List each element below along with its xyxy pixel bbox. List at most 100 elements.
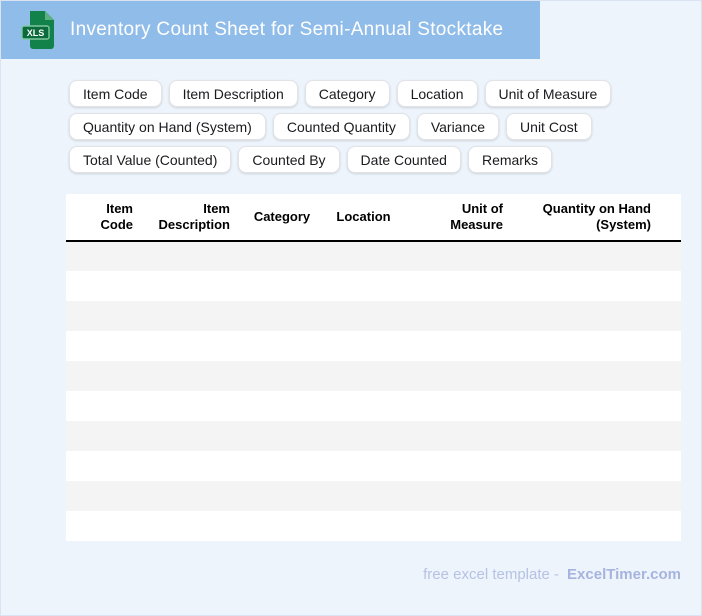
table-cell: [141, 361, 238, 391]
table-cell: [66, 301, 141, 331]
table-row: [66, 331, 681, 361]
table-cell: [238, 271, 326, 301]
table-cell: [66, 451, 141, 481]
field-chip[interactable]: Quantity on Hand (System): [69, 113, 266, 140]
inventory-table: Item Code Item Description Category Locatio…: [66, 194, 681, 541]
table-cell: [238, 361, 326, 391]
table-cell: [326, 301, 401, 331]
table-row: [66, 421, 681, 451]
column-header: Location: [336, 208, 391, 224]
table-cell: [66, 421, 141, 451]
table-row: [66, 391, 681, 421]
table-cell: [401, 391, 511, 421]
table-cell: [326, 361, 401, 391]
footer: free excel template - ExcelTimer.com: [423, 566, 681, 583]
table-cell: [238, 511, 326, 541]
table-cell: [141, 421, 238, 451]
table-cell: [511, 451, 681, 481]
column-header: Item Code: [100, 200, 134, 232]
table-cell: [238, 391, 326, 421]
field-chip[interactable]: Location: [396, 80, 478, 107]
xls-icon-label: XLS: [27, 28, 45, 38]
table-cell: [401, 241, 511, 271]
table-cell: [238, 331, 326, 361]
field-chip[interactable]: Category: [304, 80, 390, 107]
table-cell: [238, 421, 326, 451]
table-cell: [511, 331, 681, 361]
table-cell: [401, 271, 511, 301]
table-cell: [511, 481, 681, 511]
table-cell: [238, 241, 326, 271]
table-cell: [511, 241, 681, 271]
field-chip[interactable]: Counted Quantity: [272, 113, 410, 140]
table-cell: [238, 481, 326, 511]
table-cell: [511, 421, 681, 451]
table-cell: [66, 391, 141, 421]
header-banner: XLS Inventory Count Sheet for Semi-Annua…: [1, 1, 540, 59]
table-cell: [401, 301, 511, 331]
field-chip[interactable]: Total Value (Counted): [69, 146, 232, 173]
column-header: Item Description: [158, 200, 230, 232]
table-row: [66, 361, 681, 391]
xls-file-icon: XLS: [21, 11, 54, 49]
chip-row: Item Code Item Description Category Locatio…: [69, 80, 612, 107]
table-cell: [238, 451, 326, 481]
table-cell: [401, 421, 511, 451]
chip-row: Total Value (Counted) Counted By Date Coun…: [69, 146, 611, 173]
table-cell: [401, 511, 511, 541]
table-row: [66, 481, 681, 511]
table-cell: [66, 331, 141, 361]
table-cell: [141, 481, 238, 511]
table-row: [66, 271, 681, 301]
field-chip[interactable]: Item Code: [69, 80, 162, 107]
table-cell: [141, 511, 238, 541]
table-cell: [66, 361, 141, 391]
table-cell: [401, 481, 511, 511]
table-cell: [141, 241, 238, 271]
field-chip[interactable]: Variance: [416, 113, 500, 140]
table-cell: [141, 271, 238, 301]
table-row: [66, 301, 681, 331]
table-row: [66, 511, 681, 541]
field-chip[interactable]: Remarks: [467, 146, 552, 173]
footer-brand-link[interactable]: ExcelTimer.com: [567, 566, 681, 583]
table-cell: [326, 271, 401, 301]
table-cell: [326, 481, 401, 511]
table-cell: [238, 301, 326, 331]
field-chip[interactable]: Unit Cost: [506, 113, 592, 140]
table-cell: [326, 421, 401, 451]
column-header: Quantity on Hand (System): [542, 200, 651, 232]
table-cell: [326, 511, 401, 541]
table-cell: [511, 361, 681, 391]
table-cell: [401, 361, 511, 391]
table-cell: [326, 391, 401, 421]
table-cell: [511, 511, 681, 541]
inventory-table-wrap: Item Code Item Description Category Locatio…: [66, 194, 681, 541]
table-row: [66, 451, 681, 481]
table-cell: [326, 241, 401, 271]
table-cell: [511, 391, 681, 421]
field-chip[interactable]: Counted By: [238, 146, 340, 173]
field-chip[interactable]: Unit of Measure: [484, 80, 612, 107]
table-body: [66, 241, 681, 541]
chip-row: Quantity on Hand (System) Counted Quantit…: [69, 113, 611, 140]
table-cell: [511, 301, 681, 331]
table-cell: [66, 481, 141, 511]
table-cell: [66, 511, 141, 541]
table-cell: [401, 451, 511, 481]
page-title: Inventory Count Sheet for Semi-Annual St…: [70, 19, 504, 40]
table-cell: [66, 271, 141, 301]
table-cell: [511, 271, 681, 301]
table-cell: [326, 331, 401, 361]
table-cell: [401, 331, 511, 361]
field-chip[interactable]: Item Description: [168, 80, 298, 107]
column-header: Unit of Measure: [450, 200, 503, 232]
table-cell: [326, 451, 401, 481]
field-chip[interactable]: Date Counted: [346, 146, 461, 173]
table-cell: [141, 331, 238, 361]
table-cell: [66, 241, 141, 271]
column-header: Category: [253, 208, 311, 224]
chip-rows: Item Code Item Description Category Locatio…: [69, 80, 612, 179]
table-cell: [141, 391, 238, 421]
